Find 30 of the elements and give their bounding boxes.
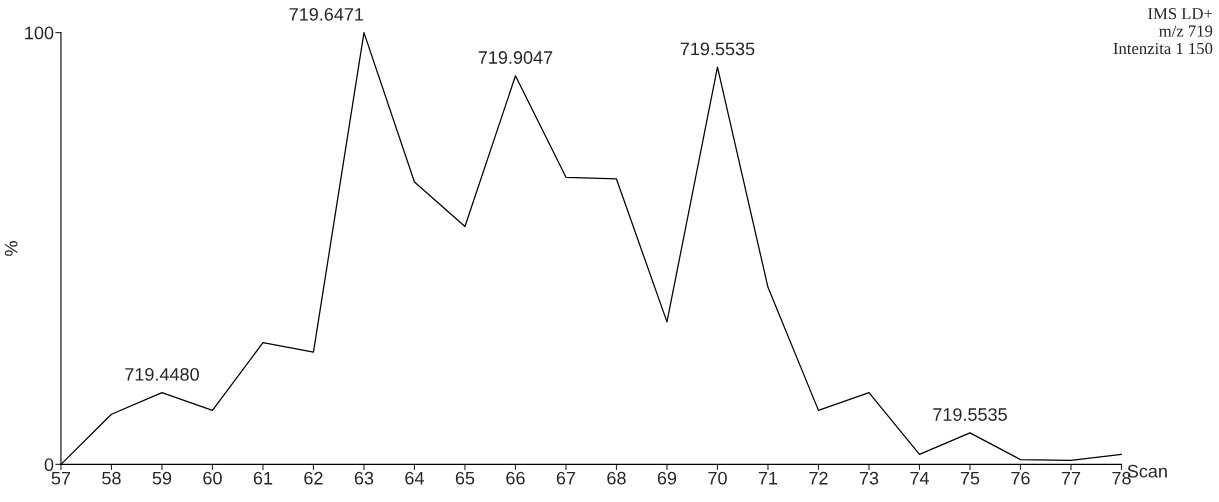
- y-axis-title: %: [4, 241, 18, 256]
- x-tick-label: 62: [304, 471, 323, 485]
- x-tick-label: 57: [51, 471, 71, 485]
- x-tick-label: 71: [758, 471, 778, 485]
- annotation: 719.5535: [680, 42, 755, 56]
- annotation: IMS LD+ m/z 719 Intenzita 1 150: [1113, 8, 1213, 55]
- x-tick-label: 73: [859, 471, 879, 485]
- annotation: 719.9047: [478, 51, 553, 64]
- x-tick-label: 76: [1011, 471, 1030, 485]
- x-tick-label: 58: [102, 471, 121, 485]
- x-tick-label: 69: [657, 471, 677, 485]
- x-tick-label: 63: [354, 471, 374, 485]
- y-tick-label: 0: [44, 458, 54, 472]
- x-tick-label: 68: [607, 471, 626, 485]
- x-tick-label: 64: [405, 471, 424, 485]
- x-tick-label: 60: [203, 471, 222, 485]
- x-tick-label: 66: [506, 471, 525, 485]
- x-tick-label: 77: [1061, 471, 1081, 485]
- x-tick-label: 72: [809, 471, 828, 485]
- x-tick-label: 59: [152, 471, 172, 485]
- x-tick-label: 65: [455, 471, 475, 485]
- x-tick-label: 61: [253, 471, 273, 485]
- x-tick-label: 75: [960, 471, 980, 485]
- y-tick-label: 100: [25, 26, 54, 40]
- annotation: 719.5535: [933, 408, 1007, 421]
- annotation: 719.6471: [289, 7, 364, 21]
- x-tick-label: 74: [910, 471, 929, 485]
- x-tick-label: 70: [708, 471, 727, 485]
- annotation: 719.4480: [125, 368, 199, 381]
- x-tick-label: 67: [556, 471, 576, 485]
